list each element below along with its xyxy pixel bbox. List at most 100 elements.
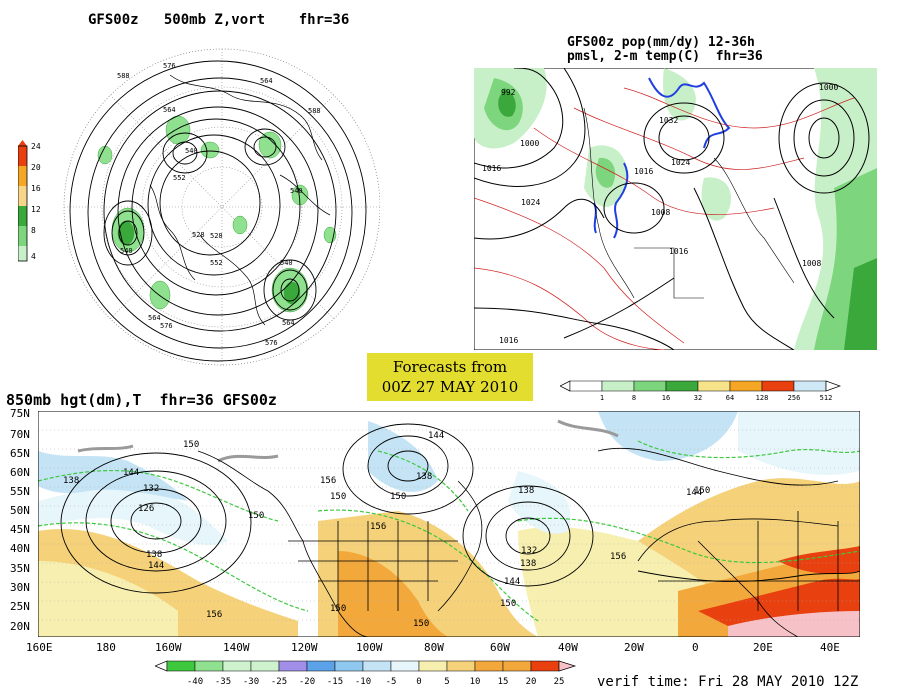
height-contours (69, 60, 367, 362)
height-label: 156 (320, 476, 336, 486)
height-label: 150 (248, 511, 264, 521)
terrain-mask (77, 419, 619, 463)
polar-map: 588 576 564 552 540 528 564 540 576 588 … (63, 48, 380, 366)
isobar-label: 1000 (819, 83, 838, 92)
isobar-label: 1000 (520, 139, 539, 148)
polar-contour-label: 540 (120, 247, 133, 255)
polar-coastlines (149, 74, 331, 326)
lat-label: 55N (10, 485, 30, 498)
polar-grid (64, 49, 380, 365)
polar-contour-label: 528 (210, 232, 223, 240)
height-label: 144 (686, 488, 702, 498)
lat-label: 70N (10, 428, 30, 441)
height-label: 144 (123, 468, 139, 478)
lat-label: 35N (10, 562, 30, 575)
isotherm-lines (38, 440, 860, 622)
polar-contour-label: 564 (163, 106, 176, 114)
isobar-label: 1008 (802, 259, 821, 268)
temp-colorbar-tick: 0 (416, 677, 421, 687)
pop-colorbar-tick: 128 (756, 394, 769, 402)
height-label: 156 (610, 552, 626, 562)
height-label: 150 (330, 492, 346, 502)
forecast-banner-line1: Forecasts from (392, 358, 508, 376)
height-label: 144 (504, 577, 520, 587)
pop-colorbar-tick: 256 (788, 394, 801, 402)
lat-label: 30N (10, 581, 30, 594)
polar-contour-label: 564 (282, 319, 295, 327)
vort-colorbar-svg (17, 140, 28, 262)
temp-colorbar-tick: -20 (299, 677, 315, 687)
isobar-label: 1024 (671, 158, 690, 167)
isobar-label: 1016 (499, 336, 518, 345)
polar-contour-label: 564 (148, 314, 161, 322)
polar-contour-label: 564 (260, 77, 273, 85)
temp-colorbar-tick: 25 (554, 677, 565, 687)
pop-colorbar-tick: 1 (600, 394, 604, 402)
vort-colorbar-arrow (18, 140, 27, 146)
height-label: 150 (183, 440, 199, 450)
pop-colorbar-tick: 512 (820, 394, 833, 402)
lon-label: 40E (820, 641, 840, 654)
lon-label: 180 (96, 641, 116, 654)
height-label: 132 (521, 546, 537, 556)
lat-label: 40N (10, 542, 30, 555)
isobar-label: 1008 (651, 208, 670, 217)
h850-grid (38, 429, 860, 621)
temperature-shading (38, 411, 860, 637)
temp-colorbar-tick: -10 (355, 677, 371, 687)
pop-panel-title-1: GFS00z pop(mm/dy) 12-36h (567, 35, 755, 50)
temp-colorbar-tick: 10 (470, 677, 481, 687)
vort-tick: 12 (31, 205, 41, 214)
lat-label: 75N (10, 407, 30, 420)
polar-contour-label: 576 (160, 322, 173, 330)
pop-shading (474, 68, 877, 350)
temp-colorbar-tick: 5 (444, 677, 449, 687)
height-label: 150 (500, 599, 516, 609)
lat-label: 20N (10, 620, 30, 633)
lon-label: 100W (356, 641, 383, 654)
lon-label: 160W (155, 641, 182, 654)
forecast-banner: Forecasts from 00Z 27 MAY 2010 (367, 353, 533, 401)
vorticity-shading (97, 115, 337, 313)
lon-label: 20E (753, 641, 773, 654)
polar-contour-label: 552 (210, 259, 223, 267)
temp-colorbar-tick: -5 (386, 677, 397, 687)
height-label: 126 (138, 504, 154, 514)
lon-label: 80W (424, 641, 444, 654)
height-label: 150 (390, 492, 406, 502)
lon-label: 20W (624, 641, 644, 654)
lat-label: 45N (10, 523, 30, 536)
h850-coastlines (197, 450, 860, 637)
temp-colorbar-tick: -15 (327, 677, 343, 687)
lon-label: 140W (223, 641, 250, 654)
height-label: 138 (520, 559, 536, 569)
height-label: 138 (63, 476, 79, 486)
isobar-label: 1016 (669, 247, 688, 256)
lon-label: 60W (490, 641, 510, 654)
lon-label: 160E (26, 641, 53, 654)
vort-tick: 16 (31, 184, 41, 193)
height-label: 156 (370, 522, 386, 532)
polar-contour-label: 552 (173, 174, 186, 182)
h850-map: 150 144 138 132 126 138 144 150 156 150 … (38, 411, 860, 637)
temp-colorbar-tick: 20 (526, 677, 537, 687)
lon-label: 120W (291, 641, 318, 654)
pop-colorbar-tick: 64 (726, 394, 734, 402)
pop-colorbar-tick: 32 (694, 394, 702, 402)
height-label: 138 (146, 550, 162, 560)
lat-label: 25N (10, 600, 30, 613)
height-label: 156 (206, 610, 222, 620)
polar-contour-label: 528 (192, 231, 205, 239)
polar-contour-label: 576 (163, 62, 176, 70)
isobar-label: 992 (501, 88, 516, 97)
height-label: 144 (148, 561, 164, 571)
polar-contour-label: 540 (280, 259, 293, 267)
polar-contour-label: 540 (290, 187, 303, 195)
isobar-label: 1032 (659, 116, 678, 125)
lon-label: 0 (692, 641, 699, 654)
polar-panel-title: GFS00z 500mb Z,vort fhr=36 (88, 12, 350, 28)
lon-label: 40W (558, 641, 578, 654)
vort-tick: 4 (31, 252, 36, 261)
isobar-label: 1016 (634, 167, 653, 176)
temp-colorbar-tick: -30 (243, 677, 259, 687)
